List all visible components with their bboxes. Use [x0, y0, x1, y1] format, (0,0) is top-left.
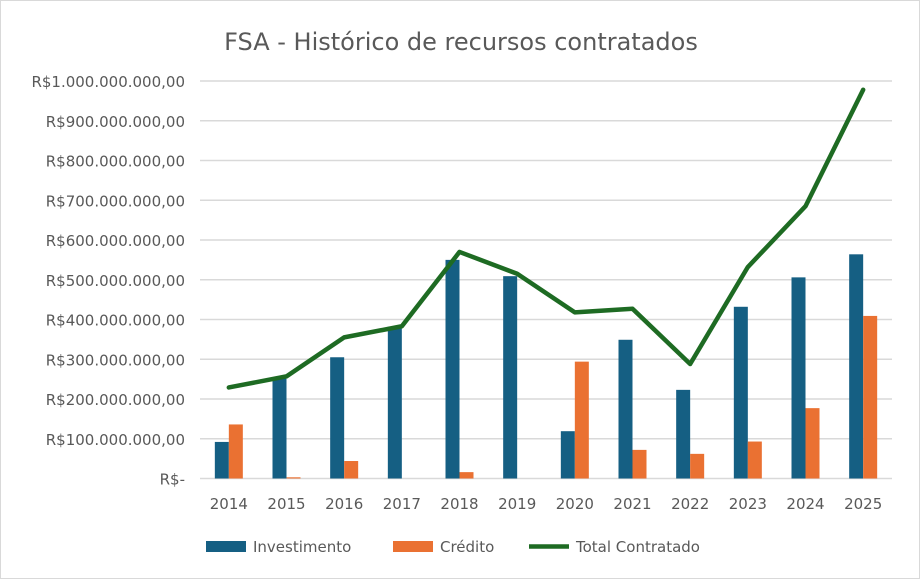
- bar-cr-dito: [575, 362, 589, 479]
- bar-cr-dito: [806, 408, 820, 478]
- bar-cr-dito: [748, 442, 762, 479]
- bar-cr-dito: [633, 450, 647, 479]
- y-tick-label: R$1.000.000.000,00: [31, 73, 185, 91]
- chart-title: FSA - Histórico de recursos contratados: [224, 28, 698, 56]
- y-tick-label: R$300.000.000,00: [46, 351, 185, 369]
- y-tick-label: R$500.000.000,00: [46, 272, 185, 290]
- bar-investimento: [446, 260, 460, 479]
- x-tick-label: 2022: [671, 495, 709, 513]
- x-tick-label: 2024: [786, 495, 824, 513]
- line-total-contratado: [229, 90, 863, 388]
- x-tick-label: 2017: [383, 495, 421, 513]
- x-tick-label: 2014: [210, 495, 248, 513]
- x-tick-label: 2018: [440, 495, 478, 513]
- y-tick-label: R$800.000.000,00: [46, 153, 185, 171]
- legend-label: Investimento: [253, 538, 351, 556]
- legend-label: Total Contratado: [575, 538, 700, 556]
- legend-swatch: [393, 541, 433, 552]
- x-tick-label: 2020: [556, 495, 594, 513]
- y-tick-label: R$700.000.000,00: [46, 192, 185, 210]
- bar-investimento: [503, 276, 517, 478]
- bar-investimento: [734, 307, 748, 479]
- x-tick-label: 2025: [844, 495, 882, 513]
- bar-cr-dito: [344, 461, 358, 478]
- legend-label: Crédito: [440, 538, 494, 556]
- bar-investimento: [215, 442, 229, 479]
- y-tick-label: R$200.000.000,00: [46, 391, 185, 409]
- bar-investimento: [388, 327, 402, 479]
- legend-swatch: [206, 541, 246, 552]
- y-tick-label: R$400.000.000,00: [46, 312, 185, 330]
- y-tick-label: R$600.000.000,00: [46, 232, 185, 250]
- x-tick-label: 2019: [498, 495, 536, 513]
- bar-cr-dito: [460, 472, 474, 478]
- bar-cr-dito: [690, 454, 704, 479]
- y-tick-label: R$100.000.000,00: [46, 431, 185, 449]
- bar-investimento: [330, 357, 344, 478]
- bar-investimento: [273, 378, 287, 479]
- y-tick-label: R$-: [160, 471, 185, 489]
- x-tick-label: 2015: [267, 495, 305, 513]
- bar-investimento: [792, 277, 806, 478]
- bar-investimento: [561, 431, 575, 478]
- x-tick-label: 2023: [729, 495, 767, 513]
- bar-cr-dito: [229, 424, 243, 478]
- bar-cr-dito: [863, 316, 877, 479]
- y-tick-label: R$900.000.000,00: [46, 113, 185, 131]
- bar-cr-dito: [287, 477, 301, 478]
- bar-investimento: [619, 340, 633, 479]
- x-tick-label: 2016: [325, 495, 363, 513]
- bar-investimento: [676, 390, 690, 479]
- x-tick-label: 2021: [613, 495, 651, 513]
- bar-investimento: [849, 254, 863, 478]
